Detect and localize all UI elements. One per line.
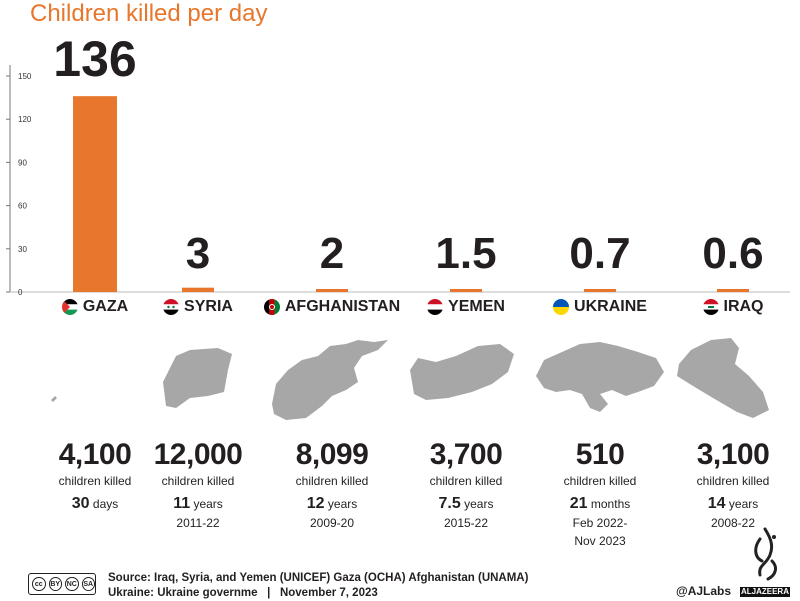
palestine-flag-icon — [61, 299, 78, 315]
y-tick-label: 60 — [18, 202, 27, 211]
bar-yemen — [450, 289, 482, 292]
country-name: GAZA — [82, 298, 129, 315]
duration-unit: days — [92, 497, 119, 511]
country-column-ukraine: UKRAINE 510 children killed 21 months Feb 20… — [525, 290, 675, 550]
aljazeera-logo: ALJAZEERA — [740, 525, 790, 597]
duration-unit: years — [728, 497, 759, 511]
country-name: YEMEN — [448, 298, 505, 315]
iraq-map — [677, 338, 769, 418]
total-children-killed: 3,100 — [696, 438, 770, 471]
duration-number: 30 — [71, 495, 90, 512]
by-icon: BY — [48, 577, 62, 591]
duration-number: 7.5 — [438, 495, 461, 512]
afghanistan-map — [272, 340, 388, 420]
total-children-killed: 12,000 — [153, 438, 243, 471]
bar-chart: 0 30 60 90 120 150 136 3 2 1.5 0.7 0.6 — [6, 31, 790, 297]
bar-iraq — [717, 289, 749, 292]
country-label: YEMEN — [391, 290, 541, 324]
country-label: AFGHANISTAN — [257, 290, 407, 324]
gaza-map — [51, 396, 57, 402]
ukraine-map — [536, 342, 664, 412]
aljazeera-calligraphy-icon — [754, 527, 777, 581]
yemen-map — [410, 344, 514, 400]
period-range: 2008-22 — [710, 516, 756, 530]
duration: 11 years — [123, 494, 273, 514]
duration: 21 months — [525, 494, 675, 514]
creative-commons-badge: cc BY NC SA — [28, 573, 96, 595]
duration-unit: years — [327, 497, 358, 511]
total-children-killed: 8,099 — [295, 438, 369, 471]
value-label-gaza: 136 — [53, 31, 136, 87]
duration: 7.5 years — [391, 494, 541, 514]
country-column-afghanistan: AFGHANISTAN 8,099 children killed 12 years 2… — [257, 290, 407, 532]
source-text: Source: Iraq, Syria, and Yemen (UNICEF) … — [108, 571, 528, 601]
duration: 30 days — [20, 494, 170, 514]
period-range: 2009-20 — [309, 516, 355, 530]
iraq-flag-icon — [702, 299, 719, 315]
duration-number: 12 — [306, 495, 325, 512]
y-tick-label: 120 — [18, 115, 32, 124]
chart-title: Children killed per day — [30, 0, 268, 27]
syria-flag-icon — [163, 299, 180, 315]
duration: 12 years — [257, 494, 407, 514]
value-label-ukraine: 0.7 — [569, 229, 630, 278]
value-label-yemen: 1.5 — [435, 229, 496, 278]
duration-number: 11 — [173, 495, 191, 512]
ukraine-flag-icon — [553, 299, 570, 315]
country-name: IRAQ — [723, 298, 764, 315]
children-killed-label: children killed — [429, 474, 503, 488]
yemen-flag-icon — [427, 299, 444, 315]
duration-unit: years — [464, 497, 494, 511]
duration-unit: years — [193, 497, 223, 511]
duration: 14 years — [658, 494, 800, 514]
bar-gaza — [73, 96, 117, 292]
y-tick-label: 90 — [18, 158, 27, 167]
nc-icon: NC — [65, 577, 79, 591]
country-name: UKRAINE — [574, 298, 647, 315]
country-label: IRAQ — [658, 290, 800, 324]
country-label: SYRIA — [123, 290, 273, 324]
country-column-iraq: IRAQ 3,100 children killed 14 years 2008-22 — [658, 290, 800, 532]
total-children-killed: 3,700 — [429, 438, 503, 471]
y-tick-label: 30 — [18, 245, 27, 254]
country-column-gaza: GAZA 4,100 children killed 30 days — [20, 290, 170, 514]
value-label-afghanistan: 2 — [320, 229, 344, 278]
duration-unit: months — [590, 497, 631, 511]
cc-icon: cc — [32, 577, 46, 591]
country-name: AFGHANISTAN — [284, 298, 401, 315]
bar-ukraine — [584, 289, 616, 292]
source-line-2: Ukraine: Ukraine governme | November 7, … — [108, 587, 378, 599]
duration-number: 14 — [707, 495, 726, 512]
sa-icon: SA — [81, 577, 95, 591]
total-children-killed: 4,100 — [58, 438, 132, 471]
children-killed-label: children killed — [563, 474, 637, 488]
bar-syria — [182, 287, 214, 292]
period-range: 2011-22 — [176, 516, 220, 530]
children-killed-label: children killed — [58, 474, 132, 488]
footer: cc BY NC SA Source: Iraq, Syria, and Yem… — [0, 527, 800, 601]
aljazeera-wordmark: ALJAZEERA — [740, 587, 790, 597]
country-label: GAZA — [20, 290, 170, 324]
afghanistan-flag-icon — [263, 299, 280, 315]
children-killed-label: children killed — [161, 474, 235, 488]
syria-map — [163, 348, 232, 408]
ajlabs-handle: @AJLabs — [676, 584, 732, 598]
country-label: UKRAINE — [525, 290, 675, 324]
country-column-syria: SYRIA 12,000 children killed 11 years 2011-2… — [123, 290, 273, 532]
value-label-syria: 3 — [186, 229, 210, 278]
period-range: Feb 2022- Nov 2023 — [572, 516, 628, 548]
y-tick-label: 150 — [18, 72, 32, 81]
bar-afghanistan — [316, 289, 348, 292]
duration-number: 21 — [569, 495, 588, 512]
total-children-killed: 510 — [575, 438, 625, 471]
country-name: SYRIA — [184, 298, 233, 315]
children-killed-label: children killed — [295, 474, 369, 488]
country-column-yemen: YEMEN 3,700 children killed 7.5 years 2015-2… — [391, 290, 541, 532]
period-range: 2015-22 — [443, 516, 489, 530]
source-line-1: Source: Iraq, Syria, and Yemen (UNICEF) … — [108, 572, 529, 584]
value-label-iraq: 0.6 — [702, 229, 763, 278]
y-tick-label: 0 — [18, 288, 23, 297]
children-killed-label: children killed — [696, 474, 770, 488]
